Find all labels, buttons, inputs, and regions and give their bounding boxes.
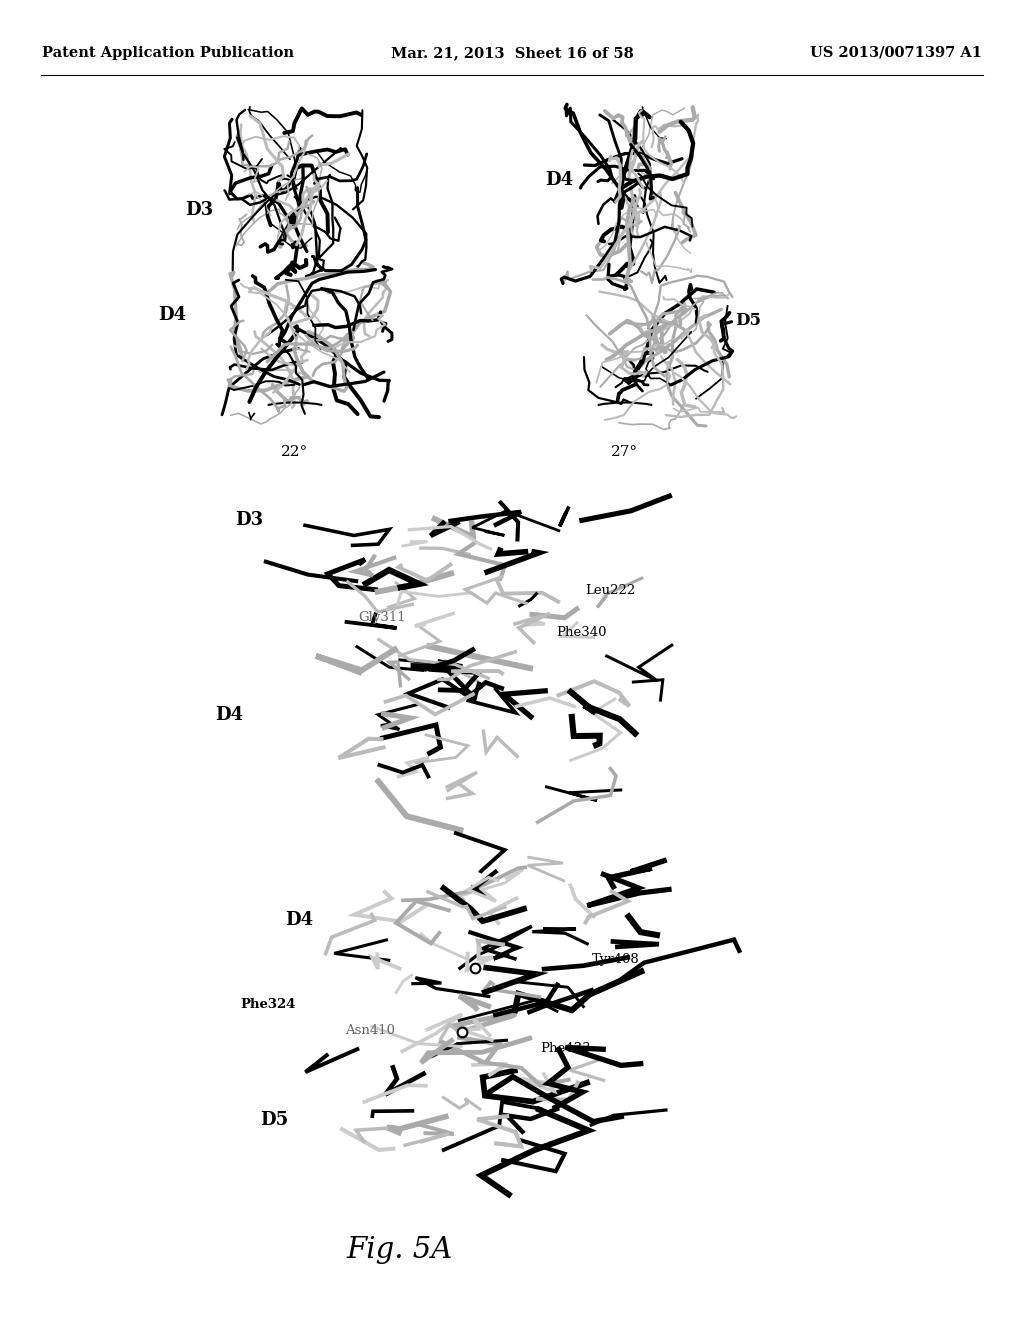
Text: Gly311: Gly311 [358,611,406,624]
Text: Phe324: Phe324 [240,998,296,1011]
Text: D5: D5 [735,312,761,329]
Text: D4: D4 [545,172,573,189]
Text: Fig. 5A: Fig. 5A [347,1236,454,1265]
Text: D3: D3 [185,201,213,219]
Text: D3: D3 [234,511,263,529]
Text: Patent Application Publication: Patent Application Publication [42,46,294,59]
Text: D5: D5 [260,1111,288,1129]
Text: Mar. 21, 2013  Sheet 16 of 58: Mar. 21, 2013 Sheet 16 of 58 [390,46,634,59]
Text: Phe340: Phe340 [556,626,606,639]
Text: 27°: 27° [611,445,639,459]
Text: 22°: 22° [282,445,308,459]
Text: D4: D4 [285,911,313,929]
Text: Tyr408: Tyr408 [592,953,640,966]
Text: Asn410: Asn410 [345,1023,395,1036]
Text: D4: D4 [215,706,243,723]
Text: Leu222: Leu222 [585,583,635,597]
Text: Phe433: Phe433 [540,1041,591,1055]
Text: US 2013/0071397 A1: US 2013/0071397 A1 [810,46,982,59]
Text: D4: D4 [158,306,186,323]
